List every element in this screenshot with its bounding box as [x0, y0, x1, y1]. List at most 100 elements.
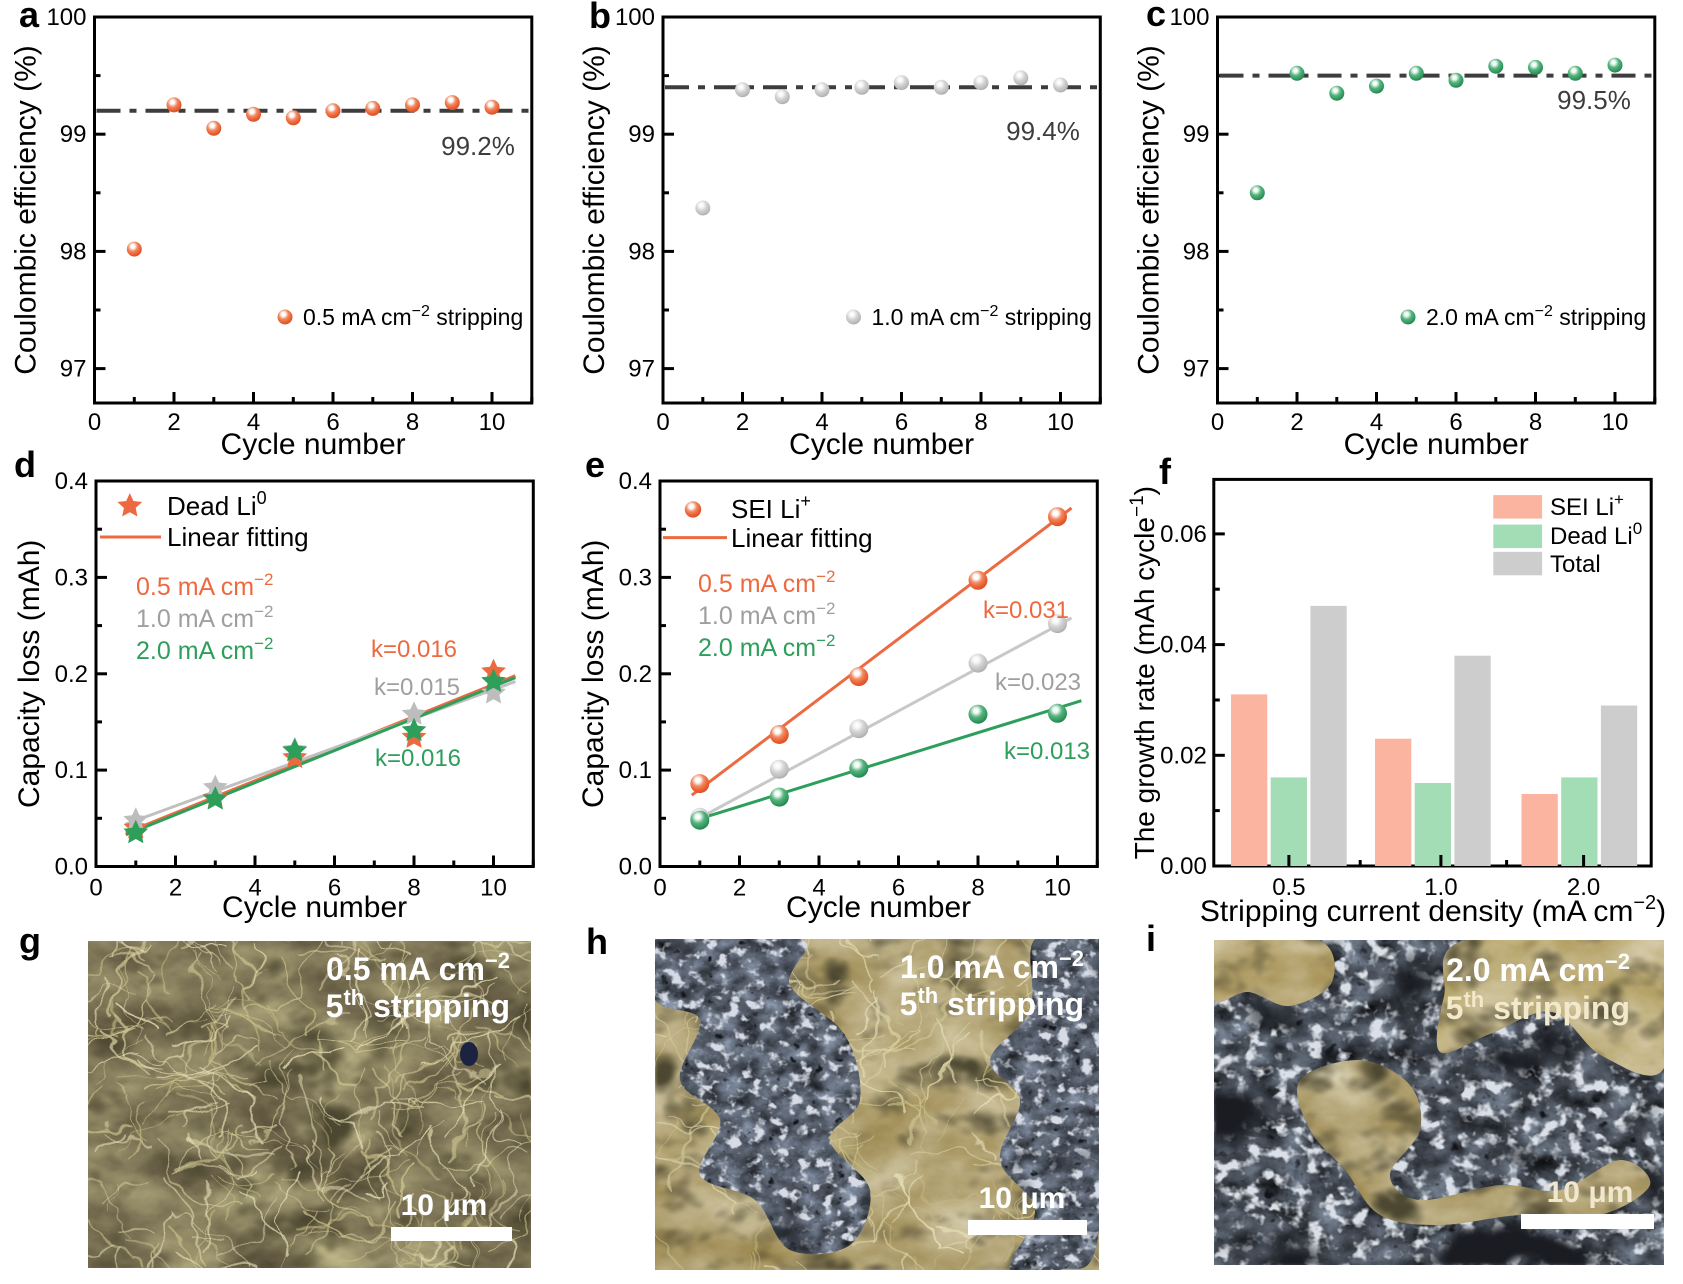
- svg-text:2: 2: [736, 409, 749, 436]
- svg-text:Cycle number: Cycle number: [789, 428, 974, 461]
- svg-text:0.3: 0.3: [619, 564, 652, 591]
- svg-text:1.0: 1.0: [1424, 874, 1457, 901]
- svg-text:0.5: 0.5: [1272, 874, 1305, 901]
- svg-text:4: 4: [248, 875, 261, 902]
- svg-text:0.4: 0.4: [55, 468, 88, 495]
- svg-text:1.0 mA cm−2: 1.0 mA cm−2: [698, 599, 835, 630]
- svg-text:0.00: 0.00: [1160, 853, 1207, 880]
- svg-text:h: h: [586, 921, 608, 962]
- svg-text:SEI Li+: SEI Li+: [731, 491, 811, 524]
- svg-text:Coulombic efficiency (%): Coulombic efficiency (%): [578, 45, 611, 375]
- svg-text:97: 97: [1183, 356, 1210, 383]
- svg-text:0.5 mA cm−2: 0.5 mA cm−2: [136, 570, 273, 601]
- svg-text:0.0: 0.0: [619, 854, 652, 881]
- svg-text:8: 8: [974, 409, 987, 436]
- svg-text:10: 10: [480, 875, 507, 902]
- svg-text:10: 10: [479, 409, 506, 436]
- svg-text:0.4: 0.4: [619, 468, 652, 495]
- svg-text:k=0.016: k=0.016: [375, 745, 461, 772]
- svg-text:Dead Li0: Dead Li0: [1550, 519, 1642, 550]
- svg-text:k=0.023: k=0.023: [995, 669, 1081, 696]
- svg-text:Cycle number: Cycle number: [222, 891, 407, 924]
- svg-text:2.0 mA cm−2: 2.0 mA cm−2: [1446, 949, 1630, 988]
- svg-text:Linear fitting: Linear fitting: [731, 523, 873, 553]
- svg-text:0: 0: [1211, 409, 1224, 436]
- svg-text:0.1: 0.1: [619, 757, 652, 784]
- svg-text:4: 4: [1370, 409, 1383, 436]
- svg-text:0.06: 0.06: [1160, 521, 1207, 548]
- svg-text:Linear fitting: Linear fitting: [167, 522, 309, 552]
- svg-text:f: f: [1159, 451, 1172, 492]
- svg-text:Capacity loss (mAh): Capacity loss (mAh): [577, 540, 610, 808]
- svg-text:99: 99: [60, 121, 87, 148]
- svg-text:6: 6: [895, 409, 908, 436]
- svg-text:Cycle number: Cycle number: [221, 428, 406, 461]
- svg-text:0.02: 0.02: [1160, 742, 1207, 769]
- svg-text:99.5%: 99.5%: [1557, 85, 1631, 115]
- svg-text:The growth rate (mAh cycle−1): The growth rate (mAh cycle−1): [1127, 486, 1160, 859]
- svg-text:98: 98: [628, 238, 655, 265]
- svg-text:d: d: [14, 444, 36, 485]
- svg-text:99: 99: [628, 121, 655, 148]
- svg-text:Coulombic efficiency (%): Coulombic efficiency (%): [10, 45, 43, 375]
- svg-text:0.0: 0.0: [55, 854, 88, 881]
- svg-text:100: 100: [46, 4, 86, 31]
- svg-text:97: 97: [628, 356, 655, 383]
- svg-text:8: 8: [406, 409, 419, 436]
- svg-text:98: 98: [1183, 238, 1210, 265]
- svg-text:5th stripping: 5th stripping: [900, 983, 1084, 1022]
- svg-text:0: 0: [89, 875, 102, 902]
- svg-text:k=0.016: k=0.016: [371, 636, 457, 663]
- svg-text:6: 6: [326, 409, 339, 436]
- svg-text:10 μm: 10 μm: [401, 1189, 488, 1222]
- svg-text:98: 98: [60, 238, 87, 265]
- svg-text:c: c: [1146, 0, 1166, 34]
- svg-text:2: 2: [169, 875, 182, 902]
- svg-text:10: 10: [1047, 409, 1074, 436]
- svg-text:0.5 mA cm−2 stripping: 0.5 mA cm−2 stripping: [303, 303, 523, 330]
- svg-text:10 μm: 10 μm: [1547, 1176, 1634, 1209]
- svg-text:8: 8: [1529, 409, 1542, 436]
- svg-text:2.0 mA cm−2: 2.0 mA cm−2: [698, 631, 835, 662]
- svg-text:Stripping current density (mA: Stripping current density (mA cm−2): [1200, 892, 1666, 928]
- svg-text:1.0 mA cm−2: 1.0 mA cm−2: [136, 602, 273, 633]
- svg-text:a: a: [19, 0, 40, 35]
- svg-text:2.0: 2.0: [1567, 874, 1600, 901]
- svg-text:2: 2: [1290, 409, 1303, 436]
- svg-text:SEI Li+: SEI Li+: [1550, 490, 1624, 521]
- svg-text:99.4%: 99.4%: [1006, 116, 1080, 146]
- svg-text:99: 99: [1183, 121, 1210, 148]
- svg-text:0.1: 0.1: [55, 757, 88, 784]
- svg-text:Total: Total: [1550, 551, 1601, 578]
- svg-text:4: 4: [247, 409, 260, 436]
- svg-text:Cycle number: Cycle number: [1344, 428, 1529, 461]
- svg-text:b: b: [589, 0, 611, 36]
- svg-text:k=0.015: k=0.015: [374, 674, 460, 701]
- svg-text:0.2: 0.2: [619, 661, 652, 688]
- svg-text:2.0 mA cm−2: 2.0 mA cm−2: [136, 634, 273, 665]
- svg-text:Capacity loss (mAh): Capacity loss (mAh): [13, 540, 46, 808]
- svg-text:6: 6: [892, 875, 905, 902]
- svg-text:0.2: 0.2: [55, 661, 88, 688]
- svg-text:1.0 mA cm−2: 1.0 mA cm−2: [900, 946, 1084, 985]
- svg-text:0.5 mA cm−2: 0.5 mA cm−2: [698, 567, 835, 598]
- svg-text:Coulombic efficiency (%): Coulombic efficiency (%): [1133, 45, 1166, 375]
- svg-text:0: 0: [656, 409, 669, 436]
- svg-text:k=0.031: k=0.031: [983, 597, 1069, 624]
- svg-text:e: e: [585, 444, 605, 485]
- svg-text:0.3: 0.3: [55, 564, 88, 591]
- svg-text:10: 10: [1602, 409, 1629, 436]
- svg-text:i: i: [1146, 918, 1156, 959]
- svg-text:0: 0: [88, 409, 101, 436]
- svg-text:10: 10: [1044, 875, 1071, 902]
- svg-text:0.5 mA cm−2: 0.5 mA cm−2: [326, 948, 510, 987]
- svg-text:g: g: [19, 920, 41, 961]
- svg-text:0: 0: [653, 875, 666, 902]
- svg-text:10 μm: 10 μm: [979, 1182, 1066, 1215]
- svg-text:6: 6: [328, 875, 341, 902]
- svg-text:100: 100: [615, 4, 655, 31]
- svg-text:Cycle number: Cycle number: [786, 891, 971, 924]
- svg-text:8: 8: [971, 875, 984, 902]
- svg-text:4: 4: [815, 409, 828, 436]
- svg-text:2: 2: [733, 875, 746, 902]
